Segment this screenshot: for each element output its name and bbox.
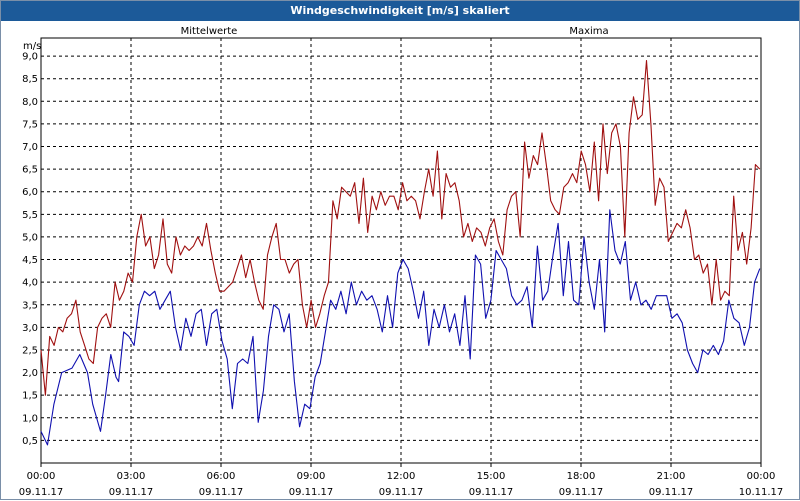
- y-tick-label: 1,5: [22, 391, 38, 402]
- y-tick-label: 0,5: [22, 436, 38, 447]
- y-tick-label: 5,0: [22, 232, 38, 243]
- y-tick-label: 8,0: [22, 97, 38, 108]
- x-tick-time: 00:00: [27, 471, 56, 482]
- series-line-1: [40, 60, 761, 396]
- x-tick-date: 09.11.17: [289, 487, 334, 498]
- window-titlebar: Windgeschwindigkeit [m/s] skaliert: [1, 1, 799, 21]
- x-tick-date: 09.11.17: [559, 487, 604, 498]
- x-tick-date: 09.11.17: [379, 487, 424, 498]
- y-tick-label: 9,0: [22, 52, 38, 63]
- y-tick-label: 6,5: [22, 165, 38, 176]
- x-tick-date: 09.11.17: [19, 487, 64, 498]
- y-tick-label: 6,0: [22, 187, 38, 198]
- window-title: Windgeschwindigkeit [m/s] skaliert: [290, 4, 510, 17]
- y-tick-label: 3,0: [22, 323, 38, 334]
- x-tick-date: 09.11.17: [199, 487, 244, 498]
- x-tick-time: 03:00: [117, 471, 146, 482]
- y-tick-label: 2,5: [22, 345, 38, 356]
- x-tick-time: 15:00: [477, 471, 506, 482]
- y-tick-label: 7,0: [22, 142, 38, 153]
- x-tick-time: 12:00: [387, 471, 416, 482]
- x-tick-time: 18:00: [567, 471, 596, 482]
- y-tick-label: 4,5: [22, 255, 38, 266]
- series-line-0: [40, 209, 761, 446]
- x-tick-date: 09.11.17: [109, 487, 154, 498]
- x-tick-time: 21:00: [657, 471, 686, 482]
- y-tick-label: 8,5: [22, 74, 38, 85]
- x-tick-date: 09.11.17: [649, 487, 694, 498]
- legend-label-1: Maxima: [569, 26, 608, 37]
- x-tick-date: 10.11.17: [739, 487, 784, 498]
- y-tick-label: 3,5: [22, 300, 38, 311]
- x-tick-date: 09.11.17: [469, 487, 514, 498]
- legend-label-0: Mittelwerte: [181, 26, 238, 37]
- x-tick-time: 06:00: [207, 471, 236, 482]
- x-tick-time: 09:00: [297, 471, 326, 482]
- x-tick-time: 00:00: [747, 471, 776, 482]
- y-tick-label: 4,0: [22, 278, 38, 289]
- y-tick-label: 7,5: [22, 119, 38, 130]
- y-tick-label: 1,0: [22, 413, 38, 424]
- y-tick-label: 2,0: [22, 368, 38, 379]
- y-tick-label: 5,5: [22, 210, 38, 221]
- y-axis-unit: m/s: [23, 41, 41, 52]
